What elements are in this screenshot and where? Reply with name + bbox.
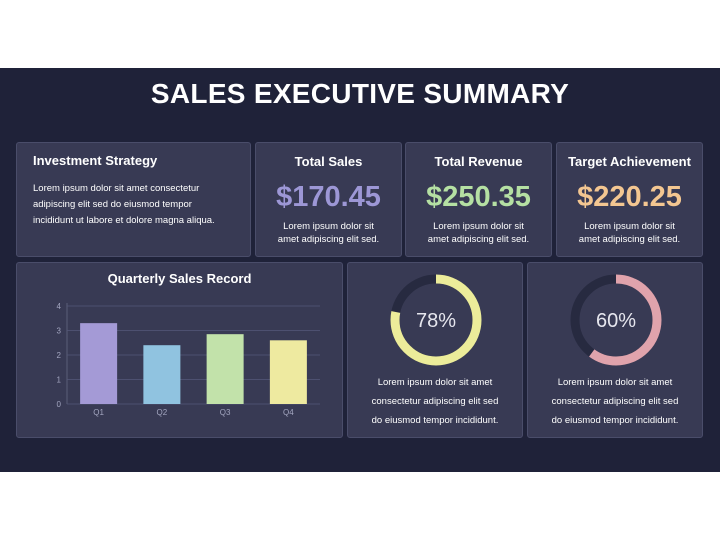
investment-text: Lorem ipsum dolor sit amet consectetur a… [33,181,248,229]
donut-chart: 60% [570,274,662,366]
metric-heading: Target Achievement [568,154,691,169]
metric-desc-line: Lorem ipsum dolor sit [433,221,524,232]
y-tick-label: 0 [57,400,62,409]
y-tick-label: 3 [57,327,62,336]
investment-line: incididunt ut labore et dolore magna ali… [33,215,215,226]
page-title: SALES EXECUTIVE SUMMARY [150,78,570,109]
donut-desc-line: Lorem ipsum dolor sit amet [377,377,493,388]
total-sales-card: Total Sales $170.45 Lorem ipsum dolor si… [255,142,402,257]
bar-chart: 0 1 2 3 4 Q1 Q2 Q3 Q4 [57,302,320,417]
bar-q2 [143,345,181,404]
y-tick-label: 2 [57,351,62,360]
y-tick-label: 4 [57,302,62,311]
investment-heading: Investment Strategy [33,153,158,168]
metric-value: $250.35 [426,181,531,213]
metric-desc-line: amet adipiscing elit sed. [578,234,681,245]
donut-progress-arc [570,274,662,366]
y-tick-label: 1 [57,376,62,385]
x-tick-label: Q1 [93,408,104,417]
metric-value: $220.25 [577,181,682,213]
x-tick-label: Q3 [220,408,231,417]
x-tick-label: Q4 [283,408,294,417]
bar-q1 [80,323,118,404]
x-tick-label: Q2 [157,408,168,417]
metric-desc-line: amet adipiscing elit sed. [277,234,380,245]
quarterly-sales-card: Quarterly Sales Record 0 1 2 3 4 Q1 Q2 Q3 Q4 [16,262,343,438]
target-achievement-card: Target Achievement $220.25 Lorem ipsum d… [556,142,703,257]
investment-line: adipiscing elit sed do eiusmod tempor [33,199,192,210]
bar-q3 [206,334,244,404]
donut-desc-line: consectetur adipiscing elit sed [371,396,499,407]
investment-line: Lorem ipsum dolor sit amet consectetur [33,183,200,194]
metric-value: $170.45 [276,181,381,213]
donut-percent-label: 60% [596,310,636,332]
donut-description: Lorem ipsum dolor sit amet consectetur a… [348,373,522,430]
metric-desc-line: amet adipiscing elit sed. [427,234,530,245]
bar-q4 [269,340,307,404]
metric-heading: Total Sales [294,154,363,169]
donut-description: Lorem ipsum dolor sit amet consectetur a… [528,373,702,430]
metric-description: Lorem ipsum dolor sit amet adipiscing el… [256,220,401,246]
investment-strategy-card [16,142,251,257]
donut-card-78: 78% Lorem ipsum dolor sit amet consectet… [347,262,523,438]
metric-heading: Total Revenue [434,154,523,169]
donut-progress-arc [390,274,482,366]
donut-desc-line: do eiusmod tempor incididunt. [551,415,679,426]
donut-desc-line: Lorem ipsum dolor sit amet [557,377,673,388]
metric-desc-line: Lorem ipsum dolor sit [283,221,374,232]
chart-title: Quarterly Sales Record [107,271,252,286]
donut-desc-line: consectetur adipiscing elit sed [551,396,679,407]
metric-description: Lorem ipsum dolor sit amet adipiscing el… [406,220,551,246]
donut-desc-line: do eiusmod tempor incididunt. [371,415,499,426]
metric-description: Lorem ipsum dolor sit amet adipiscing el… [557,220,702,246]
donut-card-60: 60% Lorem ipsum dolor sit amet consectet… [527,262,703,438]
total-revenue-card: Total Revenue $250.35 Lorem ipsum dolor … [405,142,552,257]
donut-chart: 78% [390,274,482,366]
donut-percent-label: 78% [416,310,456,332]
metric-desc-line: Lorem ipsum dolor sit [584,221,675,232]
